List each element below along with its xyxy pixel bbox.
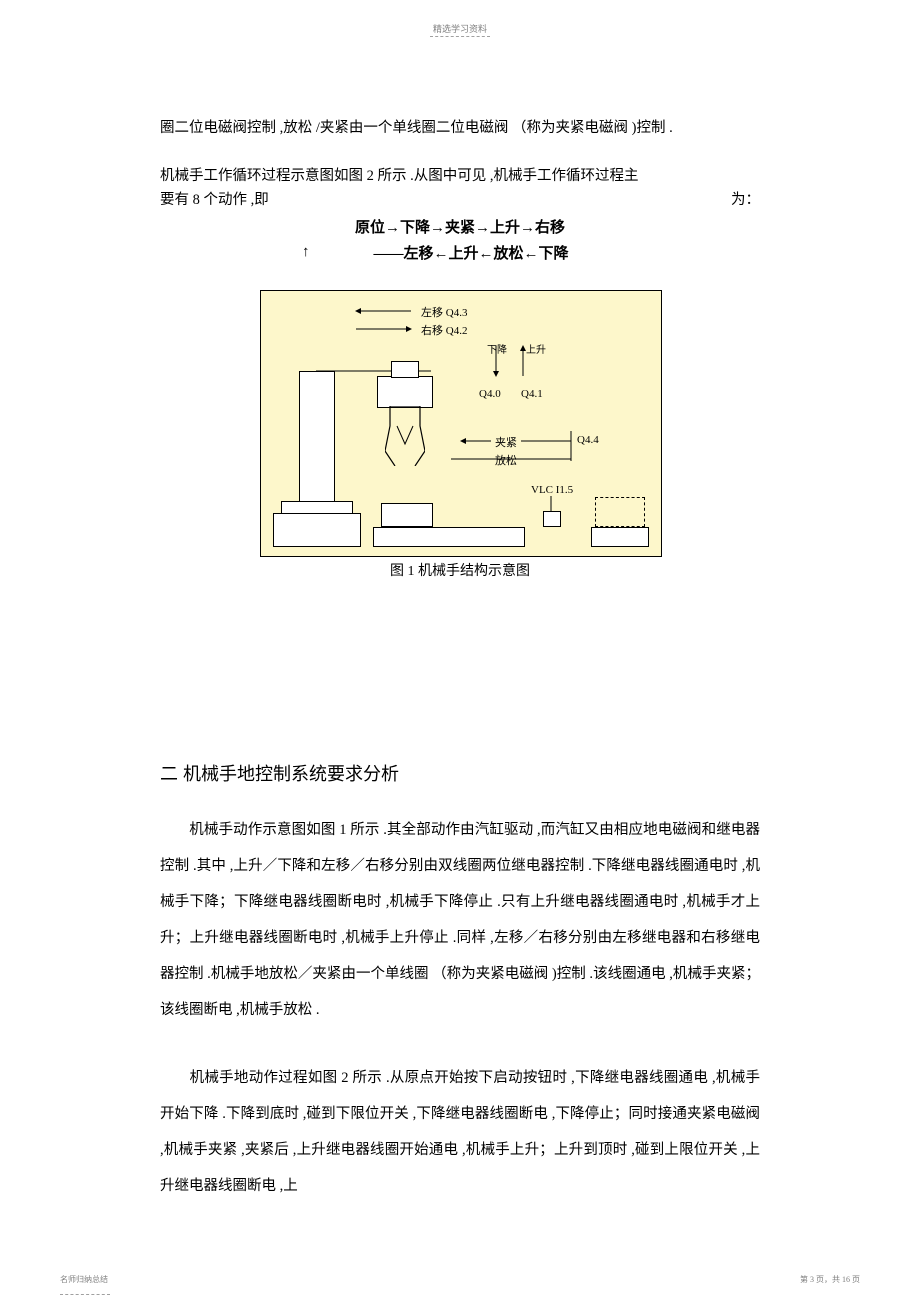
footer-left-underline	[60, 1294, 110, 1295]
para3-right: 为：	[731, 188, 760, 212]
paragraph-1: 圈二位电磁阀控制 ,放松 /夹紧由一个单线圈二位电磁阀 （称为夹紧电磁阀 )控制…	[160, 116, 760, 140]
arm-head-box	[377, 376, 433, 408]
document-page: 精选学习资料 圈二位电磁阀控制 ,放松 /夹紧由一个单线圈二位电磁阀 （称为夹紧…	[0, 0, 920, 1303]
sensor-box	[543, 511, 561, 527]
column-box	[299, 371, 335, 503]
platform-a	[373, 527, 525, 547]
label-q44: Q4.4	[577, 434, 599, 446]
label-q41: Q4.1	[521, 388, 543, 400]
paragraph-3: 要有 8 个动作 ,即 为：	[160, 188, 760, 212]
paragraph-2: 机械手工作循环过程示意图如图 2 所示 .从图中可见 ,机械手工作循环过程主	[160, 164, 760, 188]
label-q40: Q4.0	[479, 388, 501, 400]
cycle-line2-wrap: ↑ ——左移←上升←放松←下降	[290, 241, 630, 267]
label-clamp: 夹紧	[495, 434, 517, 450]
mechanical-diagram: 左移 Q4.3 右移 Q4.2 下降 上升 Q4.0 Q4.1 夹紧 Q4.4 …	[260, 290, 662, 557]
header-underline	[430, 36, 490, 38]
section-2-heading: 二 机械手地控制系统要求分析	[160, 760, 399, 786]
label-vlc: VLC I1.5	[531, 484, 573, 496]
cycle-line2: ——左移←上升←放松←下降	[373, 246, 568, 262]
page-header: 精选学习资料	[0, 22, 920, 35]
gripper	[385, 406, 425, 466]
dashed-box	[595, 497, 645, 527]
label-left-move: 左移 Q4.3	[421, 304, 467, 320]
figure-caption: 图 1 机械手结构示意图	[0, 560, 920, 580]
section-2-paragraph-2: 机械手地动作过程如图 2 所示 .从原点开始按下启动按钮时 ,下降继电器线圈通电…	[160, 1060, 760, 1204]
workpiece-box	[381, 503, 433, 527]
arm-head-top	[391, 361, 419, 378]
para3-left: 要有 8 个动作 ,即	[160, 188, 269, 212]
label-right-move: 右移 Q4.2	[421, 322, 467, 338]
section-2-paragraph-1: 机械手动作示意图如图 1 所示 .其全部动作由汽缸驱动 ,而汽缸又由相应地电磁阀…	[160, 812, 760, 1028]
footer-left: 名师归纳总结	[60, 1274, 108, 1285]
label-up: 上升	[526, 341, 546, 356]
cycle-up-arrow: ↑	[302, 239, 310, 265]
platform-b	[591, 527, 649, 547]
cycle-sequence: 原位→下降→夹紧→上升→右移 ↑ ——左移←上升←放松←下降	[290, 215, 630, 267]
cycle-line1: 原位→下降→夹紧→上升→右移	[290, 215, 630, 241]
label-down: 下降	[487, 341, 507, 356]
base-left-bottom	[273, 513, 361, 547]
footer-right: 第 3 页，共 16 页	[800, 1274, 860, 1285]
label-release: 放松	[495, 452, 517, 468]
